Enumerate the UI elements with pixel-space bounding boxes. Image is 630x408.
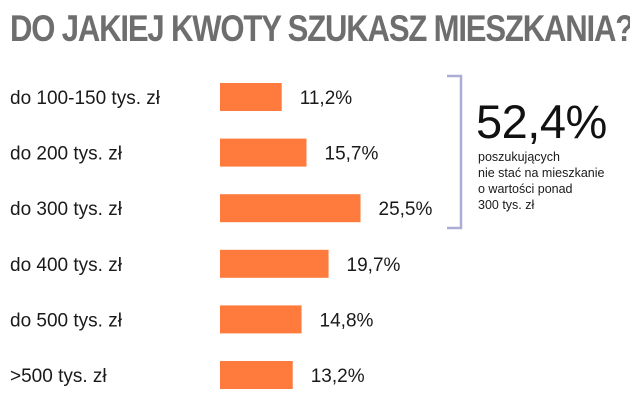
value-label: 25,5% bbox=[379, 199, 433, 220]
category-label: do 500 tys. zł bbox=[10, 310, 123, 331]
bars bbox=[220, 83, 361, 389]
category-label: do 400 tys. zł bbox=[10, 255, 123, 276]
value-label: 15,7% bbox=[325, 144, 379, 165]
annotation-text-line: poszukujących bbox=[478, 150, 560, 164]
value-label: 14,8% bbox=[320, 310, 374, 331]
value-label: 19,7% bbox=[347, 255, 401, 276]
bar bbox=[220, 249, 329, 278]
category-label: >500 tys. zł bbox=[10, 366, 107, 387]
category-label: do 300 tys. zł bbox=[10, 199, 123, 220]
category-label: do 200 tys. zł bbox=[10, 144, 123, 165]
bar bbox=[220, 361, 293, 389]
value-label: 13,2% bbox=[311, 366, 365, 387]
bar bbox=[220, 194, 361, 223]
value-label: 11,2% bbox=[300, 88, 353, 109]
annotation-text-line: o wartości ponad bbox=[478, 182, 573, 196]
annotation-bracket bbox=[447, 74, 463, 230]
category-labels: do 100-150 tys. zł do 200 tys. zł do 300 t… bbox=[10, 88, 161, 387]
bar bbox=[220, 305, 302, 334]
category-label: do 100-150 tys. zł bbox=[10, 88, 161, 109]
annotation-text-line: nie stać na mieszkanie bbox=[478, 166, 605, 180]
bar bbox=[220, 83, 282, 111]
annotation-text-line: 300 tys. zł bbox=[478, 198, 534, 212]
value-labels: 11,2% 15,7% 25,5% 19,7% 14,8% 13,2% bbox=[300, 88, 433, 387]
bar bbox=[220, 138, 307, 167]
annotation-value: 52,4% bbox=[476, 95, 607, 148]
